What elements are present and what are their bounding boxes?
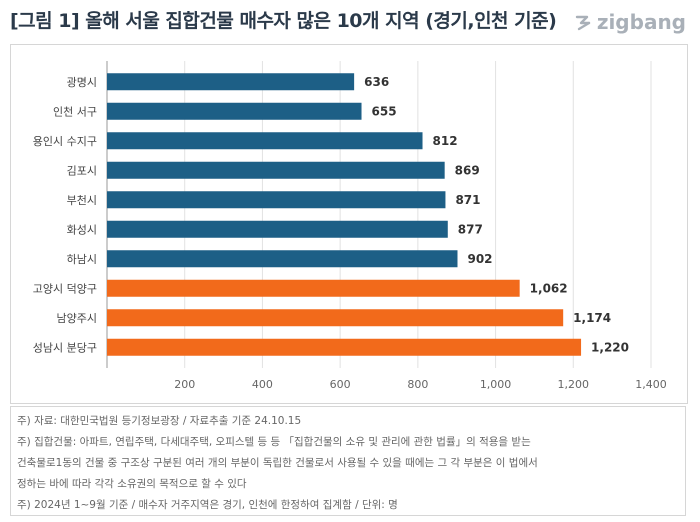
category-label: 광명시: [67, 76, 97, 89]
bar-chart: 200 400 600 800 1,000 1,200 1,400 광명시 636 인천 서구 65…: [33, 61, 667, 391]
notes-box: 주) 자료: 대한민국법원 등기정보광장 / 자료추출 기준 24.10.15 …: [10, 406, 686, 516]
x-tick-label: 400: [252, 378, 273, 391]
logo-text: zigbang: [596, 10, 686, 34]
bar: [107, 191, 446, 209]
x-tick-label: 800: [407, 378, 428, 391]
category-label: 김포시: [67, 164, 97, 177]
zigbang-logo-icon: [575, 13, 593, 31]
bar: [107, 279, 520, 297]
note-line: 정하는 바에 따라 각각 소유권의 목적으로 할 수 있다: [17, 478, 247, 490]
category-label: 고양시 덕양구: [33, 282, 97, 295]
bar: [107, 250, 458, 268]
category-label: 용인시 수지구: [33, 135, 97, 148]
bar: [107, 132, 423, 150]
bar: [107, 102, 362, 120]
x-tick-label: 200: [174, 378, 195, 391]
x-tick-label: 1,200: [558, 378, 590, 391]
data-label: 812: [433, 134, 458, 148]
data-label: 1,062: [530, 281, 568, 295]
data-label: 655: [372, 104, 397, 118]
data-label: 877: [458, 222, 483, 236]
category-label: 인천 서구: [53, 104, 97, 118]
bar: [107, 309, 564, 327]
note-line: 주) 자료: 대한민국법원 등기정보광장 / 자료추출 기준 24.10.15: [17, 415, 302, 427]
data-label: 869: [455, 163, 480, 177]
x-tick-label: 600: [330, 378, 351, 391]
category-label: 화성시: [67, 223, 97, 236]
bar: [107, 338, 582, 356]
note-line: 건축물로1동의 건물 중 구조상 구분된 여러 개의 부분이 독립한 건물로서 …: [17, 457, 538, 469]
bar: [107, 220, 448, 238]
chart-title: [그림 1] 올해 서울 집합건물 매수자 많은 10개 지역 (경기,인천 기…: [10, 10, 557, 32]
data-label: 1,174: [573, 311, 611, 325]
bar: [107, 161, 445, 179]
data-label: 1,220: [591, 340, 629, 354]
data-label: 871: [455, 193, 480, 207]
note-line: 주) 2024년 1~9월 기준 / 매수자 거주지역은 경기, 인천에 한정하…: [17, 499, 398, 511]
x-tick-label: 1,000: [480, 378, 512, 391]
category-label: 남양주시: [57, 312, 97, 325]
zigbang-logo: zigbang: [575, 10, 686, 34]
chart-area: 200 400 600 800 1,000 1,200 1,400 광명시 636 인천 서구 65…: [10, 44, 688, 404]
category-label: 부천시: [67, 193, 97, 207]
data-label: 636: [364, 75, 389, 89]
note-line: 주) 집합건물: 아파트, 연립주택, 다세대주택, 오피스텔 등 등 「집합건…: [17, 436, 531, 448]
x-tick-label: 1,400: [635, 378, 667, 391]
bar: [107, 73, 355, 91]
category-label: 하남시: [67, 252, 97, 266]
category-label: 성남시 분당구: [33, 341, 97, 354]
data-label: 902: [467, 252, 492, 266]
